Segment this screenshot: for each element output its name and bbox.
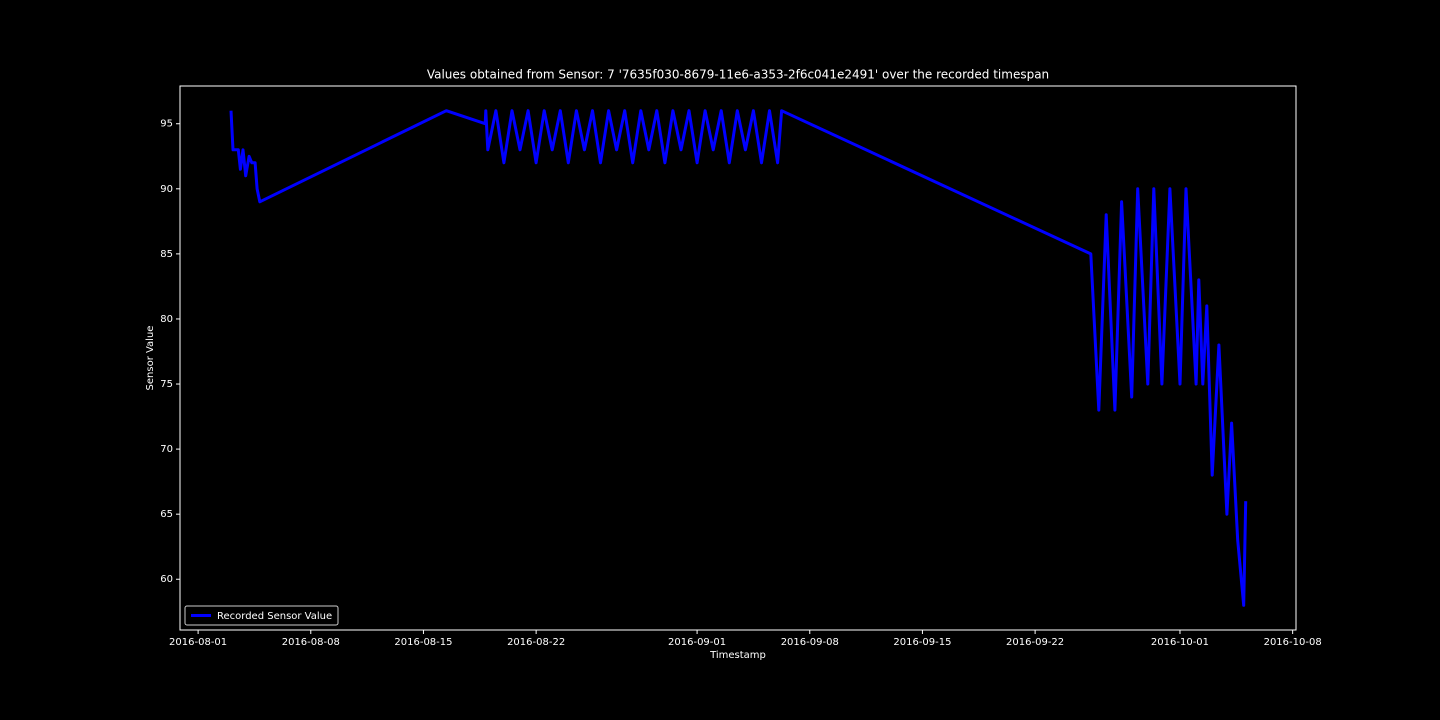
x-tick-label: 2016-08-22 (507, 637, 565, 648)
legend-label: Recorded Sensor Value (217, 611, 332, 622)
y-tick-label: 65 (160, 509, 173, 520)
y-tick-label: 90 (160, 184, 173, 195)
x-tick-label: 2016-09-01 (668, 637, 726, 648)
y-tick-label: 80 (160, 314, 173, 325)
x-tick-label: 2016-10-01 (1151, 637, 1209, 648)
x-tick-label: 2016-09-22 (1006, 637, 1064, 648)
axes-frame (179, 85, 1297, 631)
x-axis-label: Timestamp (709, 650, 766, 661)
y-tick-label: 75 (160, 379, 173, 390)
x-tick-label: 2016-08-08 (282, 637, 340, 648)
x-tick-label: 2016-10-08 (1264, 637, 1322, 648)
y-axis-label: Sensor Value (145, 326, 156, 391)
x-tick-label: 2016-08-15 (394, 637, 452, 648)
x-tick-label: 2016-09-15 (893, 637, 951, 648)
x-tick-label: 2016-08-01 (169, 637, 227, 648)
x-tick-label: 2016-09-08 (781, 637, 839, 648)
chart-title: Values obtained from Sensor: 7 '7635f030… (427, 68, 1049, 82)
y-tick-label: 85 (160, 249, 173, 260)
y-tick-label: 95 (160, 119, 173, 130)
y-tick-label: 60 (160, 574, 173, 585)
legend-box (184, 605, 339, 626)
data-line (229, 109, 1248, 607)
y-tick-label: 70 (160, 444, 173, 455)
